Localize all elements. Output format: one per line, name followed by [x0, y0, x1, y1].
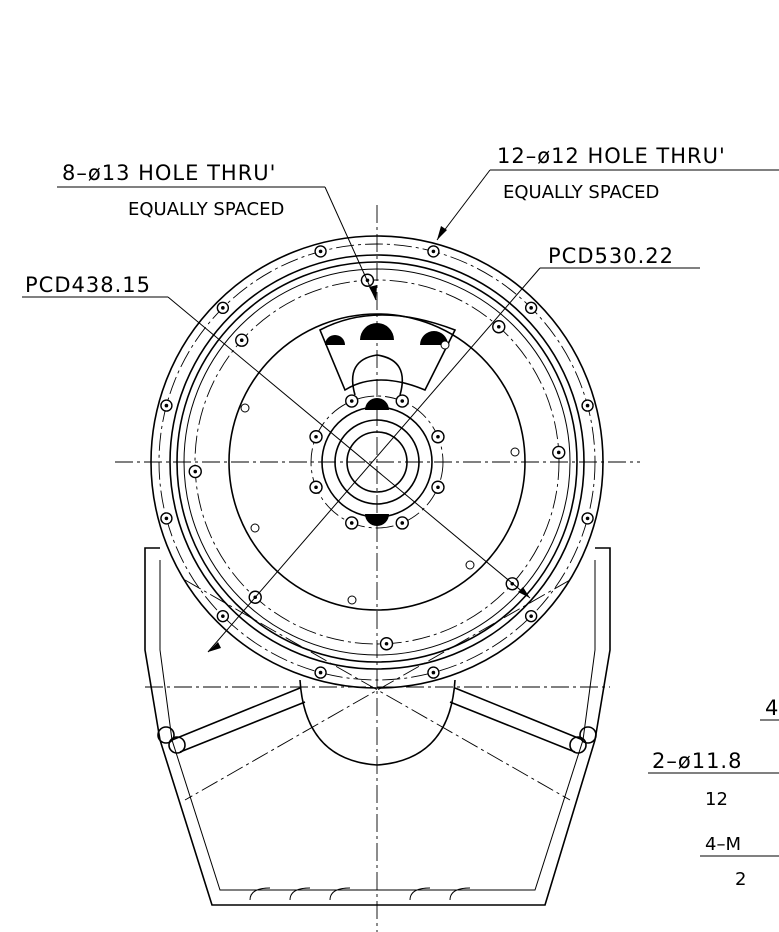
hub-hole-center [350, 521, 354, 525]
hub-hole-center [436, 485, 440, 489]
callout-note: EQUALLY SPACED [503, 182, 659, 203]
bolt-hole-8-center [193, 470, 197, 474]
hub-hole-center [400, 521, 404, 525]
bolt-hole-12-center [586, 517, 590, 521]
page: {"callouts": { "holes_8": {"label": "8–ø… [0, 0, 779, 932]
hub-hole-center [314, 485, 318, 489]
cut-label: 4–M [705, 834, 741, 855]
bolt-hole-12-center [529, 306, 533, 310]
bolt-hole-12-center [221, 614, 225, 618]
plate-hole [241, 404, 249, 412]
cut-label: 2 [735, 869, 746, 890]
drawing: 8–ø13 HOLE THRU' EQUALLY SPACED 12–ø12 H… [0, 0, 779, 932]
side-hole [169, 737, 185, 753]
pcd-label: PCD530.22 [548, 244, 674, 268]
plate-hole [348, 596, 356, 604]
bolt-hole-12-center [165, 517, 169, 521]
bolt-hole-8-center [497, 325, 501, 329]
plate-hole [441, 341, 449, 349]
plate-hole [251, 524, 259, 532]
handle [353, 355, 403, 395]
bolt-hole-12-center [319, 250, 323, 254]
hub-boss [300, 680, 455, 765]
cut-label: 2–ø11.8 [652, 749, 742, 773]
hub-hole-center [400, 399, 404, 403]
bolt-hole-12-center [586, 404, 590, 408]
hub-hole-center [350, 399, 354, 403]
side-hole [580, 727, 596, 743]
plate-hole [511, 448, 519, 456]
callout-note: EQUALLY SPACED [128, 199, 284, 220]
side-hole [570, 737, 586, 753]
bolt-hole-12-center [319, 671, 323, 675]
bolt-hole-12-center [529, 614, 533, 618]
bolt-hole-8-center [240, 338, 244, 342]
bolt-hole-12-center [165, 404, 169, 408]
callout-label: 8–ø13 HOLE THRU' [62, 161, 276, 185]
arrowheads [208, 226, 530, 652]
plate-hole [466, 561, 474, 569]
window-lug [325, 323, 448, 345]
bolt-hole-8-center [385, 642, 389, 646]
bolt-hole-12-center [432, 250, 436, 254]
pcd-label: PCD438.15 [25, 273, 151, 297]
leader [325, 187, 376, 300]
callout-label: 12–ø12 HOLE THRU' [497, 144, 726, 168]
cut-label: 4 [765, 696, 779, 720]
hub-hole-center [314, 435, 318, 439]
cut-label: 12 [705, 789, 728, 810]
base-body [145, 548, 610, 905]
bolt-hole-12-center [432, 671, 436, 675]
bolt-hole-8-center [557, 451, 561, 455]
hub-hole-center [436, 435, 440, 439]
bolt-hole-12-center [221, 306, 225, 310]
